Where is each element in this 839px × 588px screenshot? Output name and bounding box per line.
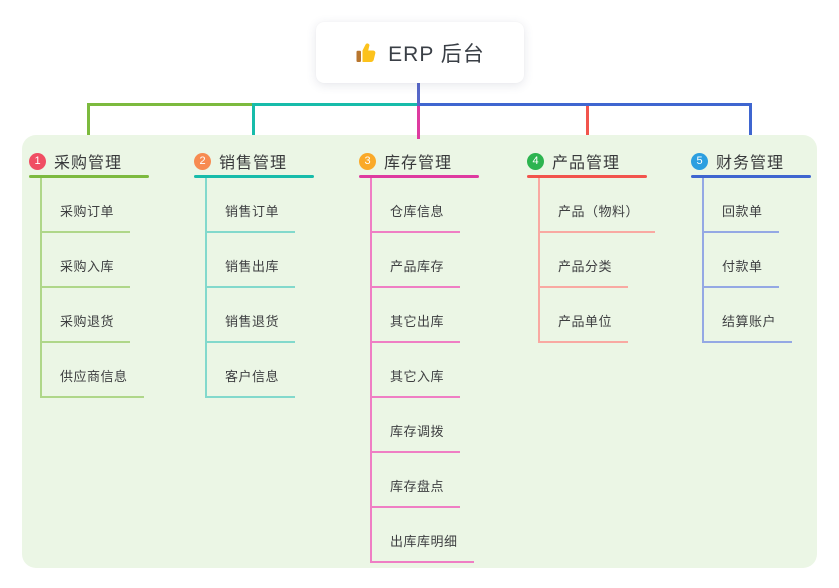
branches-panel [22, 135, 817, 568]
branch-underline [194, 175, 314, 178]
connector-horizontal-branch1 [87, 103, 255, 106]
branch-procurement: 1 采购管理 采购订单 采购入库 采购退货 供应商信息 [29, 150, 149, 398]
branch-title-finance[interactable]: 5 财务管理 [691, 150, 811, 172]
branch-sales: 2 销售管理 销售订单 销售出库 销售退货 客户信息 [194, 150, 314, 398]
mindmap-item[interactable]: 采购订单 [42, 178, 131, 233]
item-label: 付款单 [722, 259, 763, 274]
item-label: 供应商信息 [60, 369, 128, 384]
branch-label: 采购管理 [54, 155, 123, 172]
item-label: 回款单 [722, 204, 763, 219]
item-label: 销售订单 [225, 204, 280, 219]
mindmap-item[interactable]: 回款单 [704, 178, 779, 233]
mindmap-item[interactable]: 结算账户 [704, 288, 793, 343]
item-label: 库存调拨 [390, 424, 445, 439]
connector-drop-branch5 [749, 103, 752, 139]
mindmap-item[interactable]: 其它入库 [372, 343, 461, 398]
connector-horizontal-branch2 [252, 103, 421, 106]
mindmap-item[interactable]: 产品（物料） [540, 178, 656, 233]
branch-items: 仓库信息 产品库存 其它出库 其它入库 库存调拨 库存盘点 出库库明细 [370, 178, 474, 563]
mindmap-item[interactable]: 其它出库 [372, 288, 461, 343]
item-label: 仓库信息 [390, 204, 445, 219]
item-label: 销售出库 [225, 259, 280, 274]
item-label: 客户信息 [225, 369, 280, 384]
branch-title-product[interactable]: 4 产品管理 [527, 150, 655, 172]
mindmap-item[interactable]: 采购退货 [42, 288, 131, 343]
root-node-label: ERP 后台 [388, 42, 485, 66]
branch-underline [29, 175, 149, 178]
connector-drop-branch4 [586, 106, 589, 139]
branch-number-badge: 5 [691, 152, 708, 170]
branch-finance: 5 财务管理 回款单 付款单 结算账户 [691, 150, 811, 343]
connector-horizontal-branch5 [418, 103, 752, 106]
branch-label: 财务管理 [716, 155, 785, 172]
item-label: 采购订单 [60, 204, 115, 219]
item-label: 采购退货 [60, 314, 115, 329]
item-label: 销售退货 [225, 314, 280, 329]
mindmap-item[interactable]: 供应商信息 [42, 343, 144, 398]
branch-title-inventory[interactable]: 3 库存管理 [359, 150, 479, 172]
mindmap-item[interactable]: 付款单 [704, 233, 779, 288]
branch-number-badge: 1 [29, 152, 46, 170]
branch-underline [359, 175, 479, 178]
mindmap-item[interactable]: 销售退货 [207, 288, 296, 343]
item-label: 其它入库 [390, 369, 445, 384]
mindmap-item[interactable]: 产品分类 [540, 233, 629, 288]
mindmap-item[interactable]: 库存调拨 [372, 398, 461, 453]
branch-label: 产品管理 [552, 155, 621, 172]
mindmap-item[interactable]: 销售出库 [207, 233, 296, 288]
item-label: 库存盘点 [390, 479, 445, 494]
root-stem-line [417, 83, 420, 106]
branch-items: 采购订单 采购入库 采购退货 供应商信息 [40, 178, 144, 398]
branch-items: 销售订单 销售出库 销售退货 客户信息 [205, 178, 296, 398]
branch-underline [527, 175, 647, 178]
item-label: 出库库明细 [390, 534, 458, 549]
branch-underline [691, 175, 811, 178]
item-label: 结算账户 [722, 314, 777, 329]
mindmap-item[interactable]: 销售订单 [207, 178, 296, 233]
item-label: 其它出库 [390, 314, 445, 329]
thumbs-up-icon [355, 41, 379, 65]
root-node-erp-backend[interactable]: ERP 后台 [316, 22, 524, 83]
branch-title-sales[interactable]: 2 销售管理 [194, 150, 314, 172]
mindmap-item[interactable]: 采购入库 [42, 233, 131, 288]
item-label: 产品分类 [558, 259, 613, 274]
mindmap-item[interactable]: 仓库信息 [372, 178, 461, 233]
item-label: 产品库存 [390, 259, 445, 274]
item-label: 产品（物料） [558, 204, 640, 219]
branch-product: 4 产品管理 产品（物料） 产品分类 产品单位 [527, 150, 656, 343]
branch-number-badge: 4 [527, 152, 544, 170]
branch-title-procurement[interactable]: 1 采购管理 [29, 150, 149, 172]
branch-number-badge: 3 [359, 152, 376, 170]
connector-drop-branch1 [87, 103, 90, 139]
branch-number-badge: 2 [194, 152, 211, 170]
mindmap-item[interactable]: 客户信息 [207, 343, 296, 398]
connector-drop-branch3 [417, 106, 420, 139]
mindmap-item[interactable]: 库存盘点 [372, 453, 461, 508]
mindmap-item[interactable]: 出库库明细 [372, 508, 474, 563]
branch-items: 回款单 付款单 结算账户 [702, 178, 793, 343]
branch-inventory: 3 库存管理 仓库信息 产品库存 其它出库 其它入库 库存调拨 库存盘点 出库库… [359, 150, 479, 563]
connector-drop-branch2 [252, 103, 255, 139]
branch-items: 产品（物料） 产品分类 产品单位 [538, 178, 656, 343]
branch-label: 销售管理 [219, 155, 288, 172]
mindmap-item[interactable]: 产品库存 [372, 233, 461, 288]
item-label: 产品单位 [558, 314, 613, 329]
item-label: 采购入库 [60, 259, 115, 274]
mindmap-item[interactable]: 产品单位 [540, 288, 629, 343]
branch-label: 库存管理 [384, 155, 453, 172]
